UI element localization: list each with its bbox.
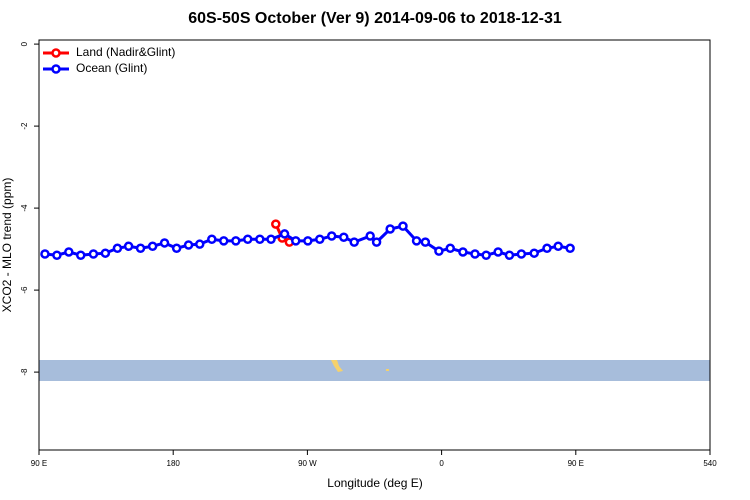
data-point [183,240,194,250]
y-tick-label: -8 [20,368,29,376]
legend-marker [51,64,61,74]
data-point [349,237,359,247]
data-point [481,250,491,260]
data-point [385,224,395,234]
plot-frame [38,39,711,451]
data-point [445,243,455,254]
data-point [434,246,444,256]
data-point [553,241,563,251]
land-patch [386,369,389,371]
data-point [123,241,134,251]
data-point [339,232,349,242]
data-point [76,250,86,260]
data-point [266,234,276,245]
data-point [458,247,468,257]
legend-marker [51,48,61,58]
data-point [516,249,527,259]
y-tick-label: 0 [20,41,29,46]
x-axis-label: Longitude (deg E) [327,476,422,490]
x-tick-label: 90 W [298,459,317,468]
land-patch [331,360,343,372]
data-point [542,243,552,254]
data-point [271,219,281,229]
data-point [207,234,217,245]
legend-label: Land (Nadir&Glint) [76,45,175,59]
data-point [52,250,62,260]
data-point [159,238,170,248]
data-point [420,237,431,247]
y-tick-label: -2 [20,122,29,130]
data-point [291,236,301,246]
data-point [565,243,575,254]
y-axis-label: XCO2 - MLO trend (ppm) [0,178,14,313]
data-point [112,243,123,254]
data-point [493,247,503,257]
data-point [100,248,111,258]
x-tick-label: 0 [439,459,444,468]
data-point [470,249,480,259]
x-tick-label: 180 [167,459,181,468]
data-point [88,249,99,259]
data-point [147,241,158,251]
data-point [243,234,253,245]
x-tick-label: 540 [703,459,717,468]
data-point [411,236,422,246]
data-point [504,250,515,260]
y-tick-label: -6 [20,286,29,294]
x-tick-label: 90 E [31,459,47,468]
data-point [398,221,408,231]
data-point [218,236,229,246]
data-point [135,243,146,254]
map-band [39,360,710,381]
data-point [303,236,313,246]
data-point [40,249,50,259]
data-point [64,247,74,257]
chart-title: 60S-50S October (Ver 9) 2014-09-06 to 20… [188,10,562,27]
data-point [255,234,265,245]
data-point [529,248,539,258]
legend-label: Ocean (Glint) [76,61,147,75]
data-point [315,234,325,245]
y-tick-label: -4 [20,204,29,212]
data-point [371,237,382,247]
data-point [279,229,290,239]
data-point [365,231,375,241]
x-tick-label: 90 E [568,459,584,468]
data-point [326,231,337,241]
data-point [231,236,241,246]
data-point [194,239,205,249]
data-point [171,243,182,254]
